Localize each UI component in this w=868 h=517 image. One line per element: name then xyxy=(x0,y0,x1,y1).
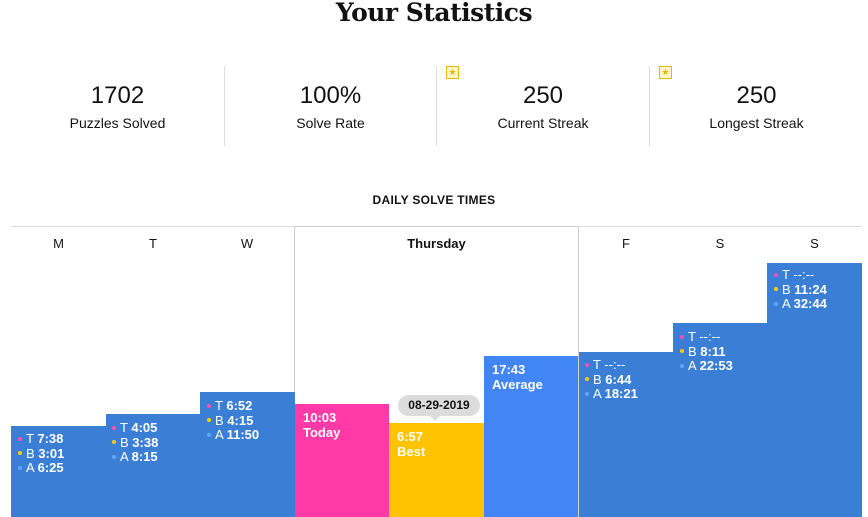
today-time: 10:03 xyxy=(303,410,337,425)
stat-longest-streak: 250 Longest Streak xyxy=(650,66,863,146)
chart-top-border xyxy=(11,226,295,227)
stat-value: 250 xyxy=(522,82,564,109)
best-date-tooltip: 08-29-2019 xyxy=(398,395,480,416)
day-header-tue: T xyxy=(149,236,157,251)
thursday-today-bar[interactable]: 10:03 Today xyxy=(295,404,389,517)
day-header-sun: S xyxy=(810,236,819,251)
star-badge-icon: ★ xyxy=(659,66,672,79)
day-legend-sun: T --:-- B 11:24 A 32:44 xyxy=(774,267,827,312)
page-title: Your Statistics xyxy=(335,0,533,27)
section-title: DAILY SOLVE TIMES xyxy=(372,193,496,207)
stat-solve-rate: 100% Solve Rate xyxy=(225,66,436,146)
today-label: Today xyxy=(303,425,341,440)
day-header-mon: M xyxy=(53,236,64,251)
chart-top-border xyxy=(579,226,862,227)
best-time: 11:24 xyxy=(794,281,827,297)
day-legend-wed: T 6:52 B 4:15 A 11:50 xyxy=(207,398,260,443)
best-label: Best xyxy=(397,444,426,459)
day-legend-sat: T --:-- B 8:11 A 22:53 xyxy=(680,329,733,374)
stat-value: 1702 xyxy=(90,82,145,109)
tooltip-pointer xyxy=(429,415,441,421)
average-time: 6:25 xyxy=(37,460,64,475)
day-bar-mon[interactable] xyxy=(11,426,107,517)
best-time: 6:44 xyxy=(605,371,632,387)
day-legend-mon: T 7:38 B 3:01 A 6:25 xyxy=(18,431,65,476)
day-bar-fri[interactable] xyxy=(579,352,674,517)
divider xyxy=(436,66,437,146)
day-bar-tue[interactable] xyxy=(106,414,201,517)
day-header-thu: Thursday xyxy=(407,236,466,251)
thursday-average-bar[interactable]: 17:43 Average xyxy=(484,356,578,517)
today-time: 7:38 xyxy=(37,431,64,446)
today-time: 4:05 xyxy=(131,420,158,435)
stat-label: Current Streak xyxy=(497,115,589,131)
day-legend-tue: T 4:05 B 3:38 A 8:15 xyxy=(112,420,159,465)
average-time: 32:44 xyxy=(793,296,827,311)
thursday-panel xyxy=(294,226,579,517)
today-time: 6:52 xyxy=(226,398,253,413)
stat-label: Solve Rate xyxy=(296,115,365,131)
divider xyxy=(649,66,650,146)
average-time: 17:43 xyxy=(492,362,526,377)
stat-puzzles-solved: 1702 Puzzles Solved xyxy=(11,66,224,146)
best-time: 4:15 xyxy=(227,412,254,428)
average-time: 11:50 xyxy=(226,427,260,442)
stat-label: Puzzles Solved xyxy=(69,115,166,131)
day-header-sat: S xyxy=(715,236,725,251)
divider xyxy=(224,66,225,146)
best-time: 3:01 xyxy=(38,445,65,461)
stat-value: 100% xyxy=(299,82,362,109)
best-time: 6:57 xyxy=(397,429,424,444)
day-legend-fri: T --:-- B 6:44 A 18:21 xyxy=(585,357,638,402)
day-bar-sun[interactable] xyxy=(767,263,862,517)
average-time: 8:15 xyxy=(131,449,158,464)
today-time: --:-- xyxy=(793,267,815,282)
day-header-wed: W xyxy=(240,236,254,251)
day-header-fri: F xyxy=(622,236,630,251)
thursday-best-bar[interactable]: 6:57 Best xyxy=(389,423,484,517)
stat-current-streak: 250 Current Streak xyxy=(437,66,649,146)
day-bar-wed[interactable] xyxy=(200,392,295,517)
average-time: 22:53 xyxy=(699,358,733,373)
best-time: 8:11 xyxy=(700,343,726,359)
stat-label: Longest Streak xyxy=(709,115,804,131)
stat-value: 250 xyxy=(736,82,777,109)
average-time: 18:21 xyxy=(604,386,638,401)
today-time: --:-- xyxy=(604,357,626,372)
average-label: Average xyxy=(492,377,543,392)
today-time: --:-- xyxy=(699,329,721,344)
best-time: 3:38 xyxy=(132,434,159,450)
star-badge-icon: ★ xyxy=(446,66,459,79)
day-bar-sat[interactable] xyxy=(673,323,768,517)
